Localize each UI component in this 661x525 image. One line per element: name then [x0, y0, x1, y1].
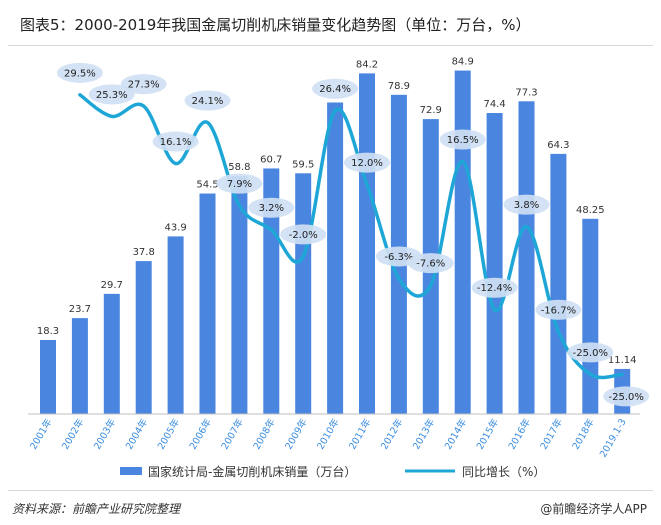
source-note: 资料来源：前瞻产业研究院整理: [12, 502, 181, 516]
growth-label-bubble: [535, 299, 582, 320]
x-tick-label: 2007年: [219, 416, 246, 452]
growth-value-label: 16.5%: [447, 135, 479, 146]
growth-value-label: 26.4%: [319, 84, 351, 95]
growth-value-label: -25.0%: [609, 392, 644, 403]
bar: [40, 339, 56, 414]
growth-label-bubble: [120, 74, 167, 95]
credit-note: @前瞻经济学人APP: [540, 502, 647, 516]
bar: [454, 70, 471, 415]
x-tick-label: 2019.1-3: [598, 417, 629, 459]
growth-value-label: 3.8%: [514, 200, 539, 211]
x-tick-label: 2010年: [314, 416, 341, 452]
bar-value-label: 64.3: [547, 140, 569, 151]
bar-value-label: 59.5: [292, 159, 314, 170]
growth-label-bubble: [503, 194, 550, 215]
growth-value-label: 25.3%: [96, 90, 128, 101]
legend-bar-label: 国家统计局-金属切削机床销量（万台）: [148, 464, 356, 479]
growth-value-label: 24.1%: [192, 96, 224, 107]
title-divider: [8, 45, 653, 46]
x-tick-label: 2001年: [27, 416, 54, 452]
bar: [199, 193, 216, 414]
x-tick-label: 2012年: [378, 416, 405, 452]
growth-label-bubble: [280, 224, 327, 245]
bar-value-label: 77.3: [515, 87, 537, 98]
bar: [263, 168, 280, 414]
x-tick-label: 2015年: [474, 416, 501, 452]
growth-label-bubble: [56, 62, 103, 83]
bar: [486, 113, 503, 414]
chart-title: 图表5：2000-2019年我国金属切削机床销量变化趋势图（单位：万台，%）: [20, 16, 531, 34]
bar: [71, 318, 88, 414]
growth-label-bubble: [344, 152, 390, 173]
bar: [582, 218, 599, 414]
x-tick-label: 2018年: [570, 416, 597, 452]
growth-label-bubble: [439, 129, 486, 150]
growth-value-label: 29.5%: [64, 68, 96, 79]
bar: [359, 73, 375, 414]
growth-label-bubble: [312, 78, 359, 99]
growth-label-bubble: [567, 342, 614, 363]
growth-label-bubble: [88, 84, 135, 105]
bar: [518, 101, 535, 414]
growth-label-bubble: [603, 386, 650, 407]
growth-label-bubble: [152, 131, 199, 152]
bar: [295, 173, 312, 414]
bar-value-label: 37.8: [133, 247, 155, 258]
growth-label-bubble: [184, 90, 231, 111]
bar-value-label: 72.9: [420, 105, 442, 116]
x-tick-label: 2013年: [410, 416, 437, 452]
bar-value-label: 58.8: [228, 162, 250, 173]
bar: [135, 261, 152, 414]
bar-value-label: 74.4: [483, 99, 505, 110]
x-tick-label: 2011年: [346, 416, 373, 452]
x-tick-label: 2003年: [91, 416, 118, 452]
growth-label-bubble: [248, 197, 295, 218]
growth-value-label: 3.2%: [259, 203, 284, 214]
growth-value-label: -12.4%: [477, 283, 512, 294]
x-tick-label: 2009年: [283, 416, 310, 452]
bar: [167, 236, 184, 414]
x-tick-label: 2005年: [155, 416, 182, 452]
bar: [327, 102, 344, 414]
bar-value-label: 23.7: [69, 304, 91, 315]
growth-rate-line: [78, 93, 624, 380]
legend-line-label: 同比增长（%）: [462, 465, 545, 479]
growth-value-label: -7.6%: [416, 259, 445, 270]
bar: [103, 293, 120, 414]
growth-value-label: 7.9%: [227, 179, 252, 190]
bar-value-label: 60.7: [260, 154, 282, 165]
x-tick-label: 2002年: [59, 416, 86, 452]
bar-value-label: 29.7: [101, 280, 123, 291]
x-tick-label: 2008年: [251, 416, 278, 452]
x-tick-label: 2004年: [123, 416, 150, 452]
growth-label-bubble: [216, 173, 263, 194]
legend: 国家统计局-金属切削机床销量（万台） 同比增长（%）: [120, 464, 545, 479]
growth-value-label: 27.3%: [128, 80, 160, 91]
growth-label-bubble: [471, 277, 518, 298]
legend-bar-swatch: [120, 467, 142, 475]
x-tick-label: 2014年: [442, 416, 469, 452]
x-tick-label: 2016年: [506, 416, 533, 452]
growth-value-label: -16.7%: [541, 305, 576, 316]
bar-value-label: 84.2: [356, 59, 378, 70]
growth-value-label: 16.1%: [160, 137, 192, 148]
bar: [550, 153, 567, 415]
bar-value-label: 84.9: [452, 57, 474, 68]
footer-divider: [8, 490, 653, 491]
bar-value-label: 11.14: [608, 355, 637, 366]
bar-value-label: 54.5: [196, 180, 218, 191]
growth-value-label: -25.0%: [573, 348, 608, 359]
growth-value-label: 12.0%: [351, 158, 383, 169]
bar-value-label: 78.9: [388, 81, 410, 92]
x-tick-label: 2017年: [538, 416, 565, 452]
bar: [231, 176, 248, 414]
bar-value-label: 48.25: [576, 205, 605, 216]
growth-value-label: -6.3%: [384, 252, 413, 263]
growth-label-bubble: [407, 253, 454, 274]
growth-value-label: -2.0%: [289, 230, 318, 241]
x-tick-label: 2006年: [187, 416, 214, 452]
bar-value-label: 43.9: [164, 222, 186, 233]
bar-value-label: 18.3: [37, 326, 59, 337]
